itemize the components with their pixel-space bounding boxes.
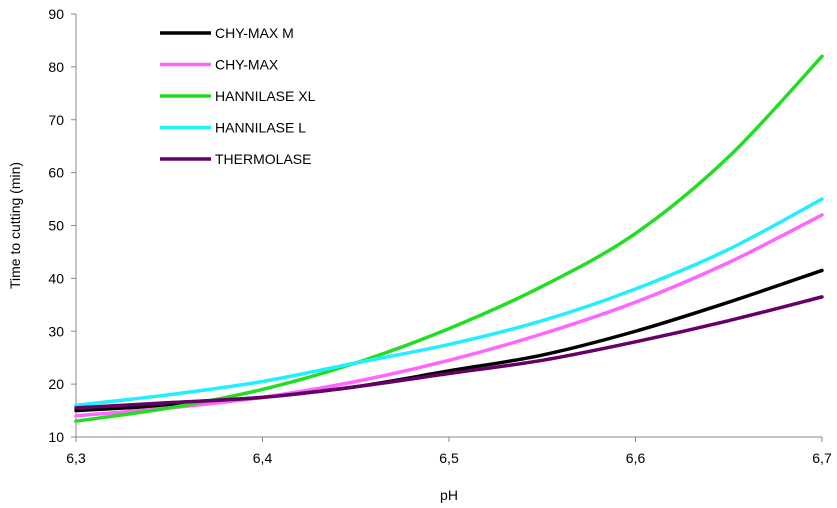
series-line-hannilase-xl [74,54,824,423]
legend-label-chy-max-m: CHY-MAX M [215,25,294,41]
ticks: 10 20 30 40 50 60 70 80 90 6,3 6,4 6,5 6,6 6,7 [48,6,832,466]
y-tick-label: 50 [48,218,64,234]
legend-label-thermolase: THERMOLASE [215,151,311,167]
legend-label-hannilase-xl: HANNILASE XL [215,88,316,104]
y-tick-label: 80 [48,59,64,75]
series-line-hannilase-l [74,197,824,408]
series-line-thermolase [74,295,824,410]
series-line-chy-max [74,213,824,418]
y-axis-title: Time to cutting (min) [7,162,23,289]
legend: CHY-MAX M CHY-MAX HANNILASE XL HANNILASE L T… [160,25,316,167]
x-tick-label: 6,3 [66,450,86,466]
series-line-chy-max-m [74,268,824,413]
x-tick-label: 6,6 [626,450,646,466]
x-tick-label: 6,4 [253,450,273,466]
y-tick-label: 70 [48,112,64,128]
y-tick-label: 30 [48,323,64,339]
legend-label-chy-max: CHY-MAX [215,57,279,73]
legend-label-hannilase-l: HANNILASE L [215,120,306,136]
y-tick-label: 90 [48,6,64,22]
y-tick-label: 20 [48,376,64,392]
y-tick-label: 40 [48,270,64,286]
x-axis-title: pH [440,487,458,503]
x-tick-label: 6,5 [439,450,459,466]
y-tick-label: 60 [48,165,64,181]
y-tick-label: 10 [48,429,64,445]
series-lines [74,54,824,423]
x-tick-label: 6,7 [812,450,832,466]
